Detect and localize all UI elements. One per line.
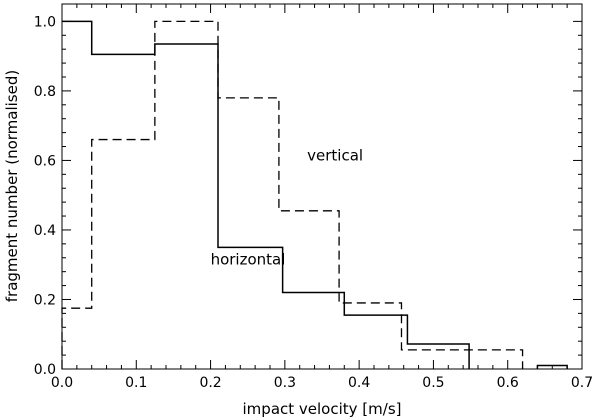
x-tick-label: 0.5 — [422, 375, 444, 391]
series-annotation: horizontal — [211, 251, 286, 269]
y-tick-label: 0.8 — [34, 84, 56, 100]
series-layer — [61, 20, 568, 369]
series-annotation: vertical — [307, 146, 363, 164]
series-line-dashed-1 — [61, 20, 524, 369]
x-tick-label: 0.3 — [274, 375, 296, 391]
plot-frame — [61, 3, 583, 370]
x-axis-label: impact velocity [m/s] — [243, 400, 402, 418]
series-line-solid-2 — [536, 364, 568, 369]
series-line-solid-0 — [62, 20, 470, 369]
ticks — [61, 4, 583, 370]
y-tick-label: 0.2 — [34, 292, 56, 308]
y-tick-label: 0.6 — [34, 153, 56, 169]
x-tick-label: 0.0 — [51, 375, 73, 391]
y-axis-label: fragment number (normalised) — [3, 70, 21, 302]
x-tick-label: 0.6 — [497, 375, 519, 391]
x-tick-label: 0.4 — [348, 375, 370, 391]
x-tick-label: 0.1 — [125, 375, 147, 391]
annotations: horizontal vertical — [211, 146, 364, 268]
tick-labels: 0.0 0.1 0.2 0.3 0.4 0.5 0.6 0.7 0.0 0.2 0.4 0.6 0.8 1… — [34, 14, 593, 391]
y-tick-label: 1.0 — [34, 14, 56, 30]
x-tick-label: 0.7 — [571, 375, 593, 391]
x-tick-label: 0.2 — [199, 375, 221, 391]
y-tick-label: 0.0 — [34, 362, 56, 378]
y-tick-label: 0.4 — [34, 223, 56, 239]
